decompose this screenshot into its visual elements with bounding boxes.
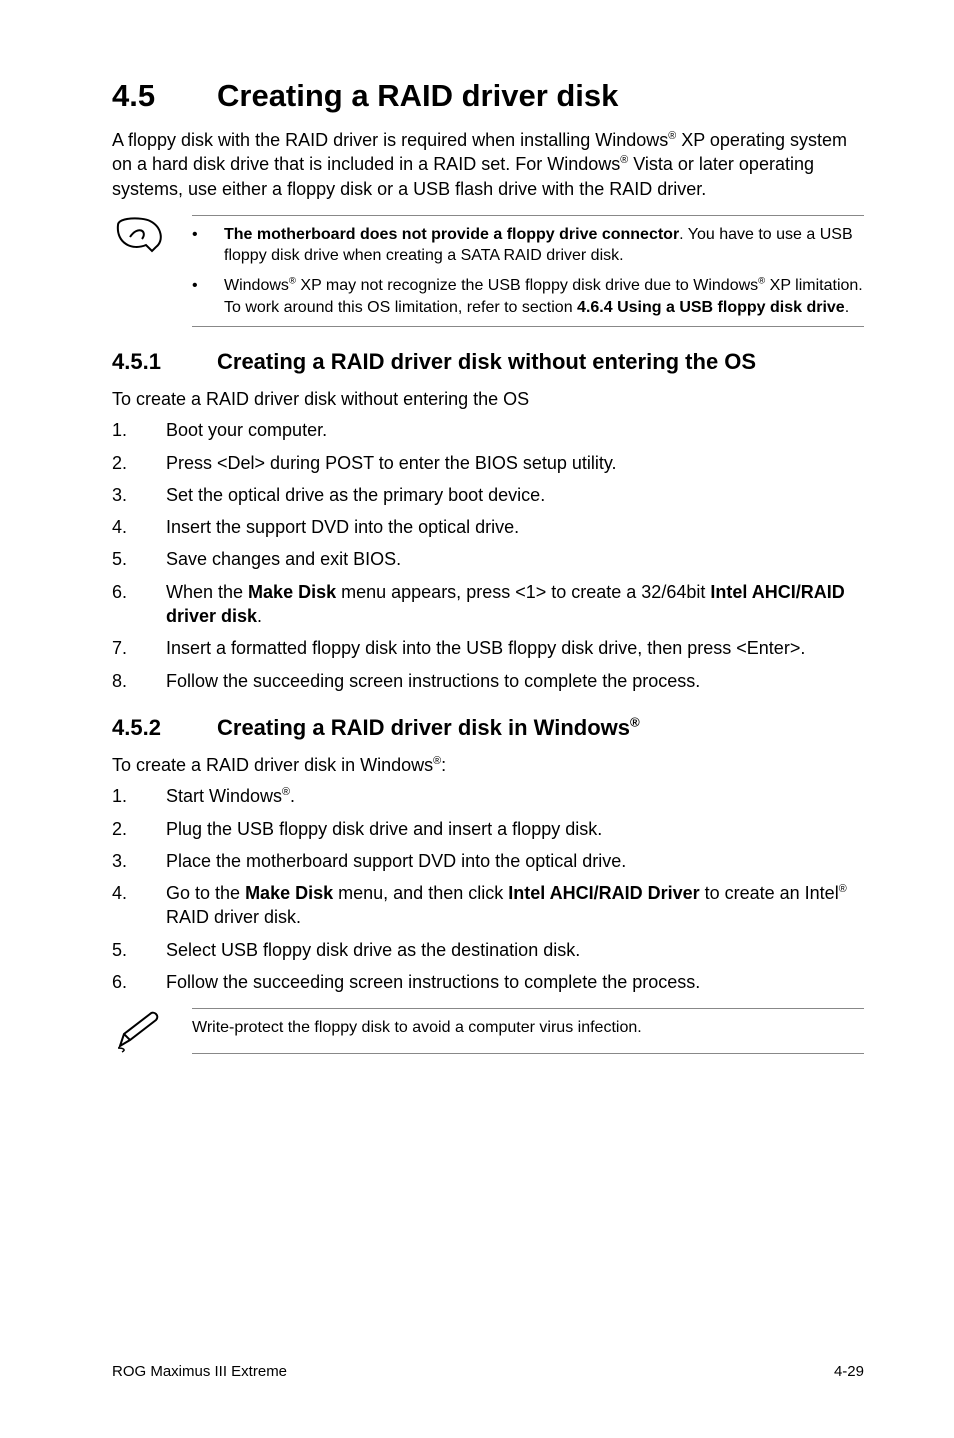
list-item: 3.Place the motherboard support DVD into… <box>112 849 864 873</box>
footer-right: 4-29 <box>834 1363 864 1380</box>
note-body: • The motherboard does not provide a flo… <box>192 215 864 327</box>
h2-number: 4.5.1 <box>112 349 217 375</box>
list-451: 1.Boot your computer. 2.Press <Del> duri… <box>112 418 864 693</box>
list-item: 1.Start Windows®. <box>112 784 864 808</box>
h2-title: Creating a RAID driver disk in Windows® <box>217 715 640 740</box>
heading-1: 4.5Creating a RAID driver disk <box>112 78 864 114</box>
h1-number: 4.5 <box>112 78 217 114</box>
h2-title: Creating a RAID driver disk without ente… <box>217 349 756 374</box>
intro-paragraph: A floppy disk with the RAID driver is re… <box>112 128 864 201</box>
lead-452: To create a RAID driver disk in Windows®… <box>112 755 864 776</box>
note-icon <box>112 215 192 327</box>
list-item: 7.Insert a formatted floppy disk into th… <box>112 636 864 660</box>
list-item: 5.Save changes and exit BIOS. <box>112 547 864 571</box>
h1-title: Creating a RAID driver disk <box>217 78 618 113</box>
h2-number: 4.5.2 <box>112 715 217 741</box>
note-callout-2: Write-protect the floppy disk to avoid a… <box>112 1008 864 1054</box>
pencil-icon <box>112 1008 192 1054</box>
footer-left: ROG Maximus III Extreme <box>112 1363 287 1380</box>
page: 4.5Creating a RAID driver disk A floppy … <box>0 0 954 1438</box>
list-item: 2.Press <Del> during POST to enter the B… <box>112 451 864 475</box>
list-item: 2.Plug the USB floppy disk drive and ins… <box>112 817 864 841</box>
list-item: 1.Boot your computer. <box>112 418 864 442</box>
heading-2-452: 4.5.2Creating a RAID driver disk in Wind… <box>112 715 864 741</box>
list-item: 3.Set the optical drive as the primary b… <box>112 483 864 507</box>
note-body: Write-protect the floppy disk to avoid a… <box>192 1008 864 1054</box>
list-item: 6.Follow the succeeding screen instructi… <box>112 970 864 994</box>
list-item: 5.Select USB floppy disk drive as the de… <box>112 938 864 962</box>
list-452: 1.Start Windows®. 2.Plug the USB floppy … <box>112 784 864 994</box>
list-item: 8.Follow the succeeding screen instructi… <box>112 669 864 693</box>
list-item: 4.Insert the support DVD into the optica… <box>112 515 864 539</box>
list-item: 6.When the Make Disk menu appears, press… <box>112 580 864 629</box>
page-footer: ROG Maximus III Extreme 4-29 <box>112 1363 864 1380</box>
lead-451: To create a RAID driver disk without ent… <box>112 389 864 410</box>
list-item: 4.Go to the Make Disk menu, and then cli… <box>112 881 864 930</box>
note-callout-1: • The motherboard does not provide a flo… <box>112 215 864 327</box>
heading-2-451: 4.5.1Creating a RAID driver disk without… <box>112 349 864 375</box>
